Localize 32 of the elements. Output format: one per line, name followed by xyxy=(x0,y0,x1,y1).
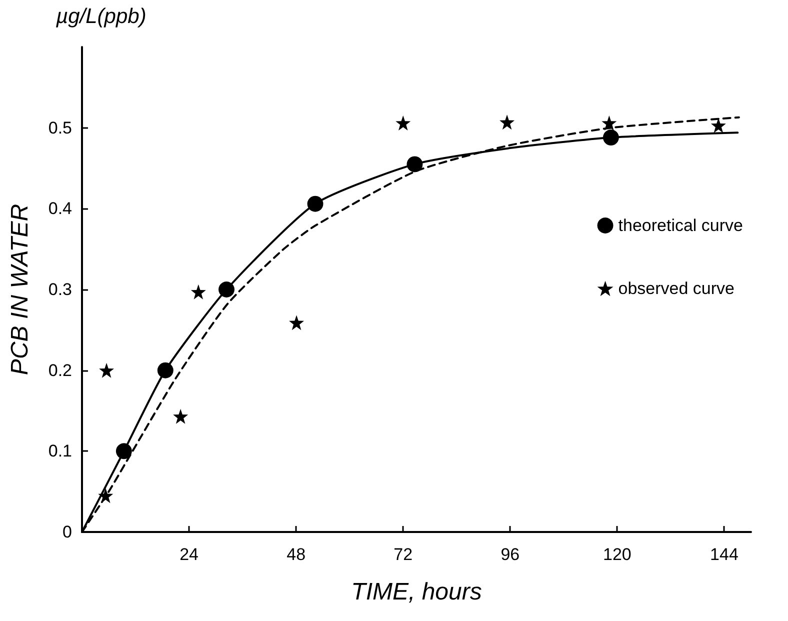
point xyxy=(602,130,619,146)
x-tick-label: 144 xyxy=(710,545,738,564)
y-tick-label: 0.5 xyxy=(48,118,72,138)
point xyxy=(218,282,235,298)
x-tick-label: 120 xyxy=(603,545,632,564)
x-axis-title: TIME, hours xyxy=(351,578,482,606)
point xyxy=(157,362,174,378)
y-axis-title: PCB IN WATER xyxy=(6,204,34,376)
y-tick-label: 0.1 xyxy=(48,442,72,461)
text: µg/L(ppb) xyxy=(55,5,146,28)
point xyxy=(116,443,132,460)
x-tick-label: 24 xyxy=(180,545,198,564)
point xyxy=(406,156,423,172)
legend-label: theoretical curve xyxy=(618,216,744,235)
point xyxy=(307,196,324,212)
point xyxy=(190,284,206,300)
x-tick-label: 48 xyxy=(286,545,306,564)
point xyxy=(289,315,304,330)
point xyxy=(98,488,114,504)
y-tick-label: 0.2 xyxy=(48,360,72,380)
y-tick-label: 0.4 xyxy=(48,199,72,218)
y-tick-label: 0 xyxy=(62,522,72,542)
y-tick-label: 0.3 xyxy=(48,280,72,299)
x-tick-label: 96 xyxy=(500,545,520,564)
point xyxy=(500,114,515,130)
point xyxy=(602,115,617,130)
point xyxy=(710,118,726,133)
point xyxy=(396,115,411,130)
legend-label: observed curve xyxy=(618,279,735,298)
point xyxy=(99,362,114,378)
point xyxy=(173,408,188,424)
x-tick-label: 72 xyxy=(394,545,413,564)
